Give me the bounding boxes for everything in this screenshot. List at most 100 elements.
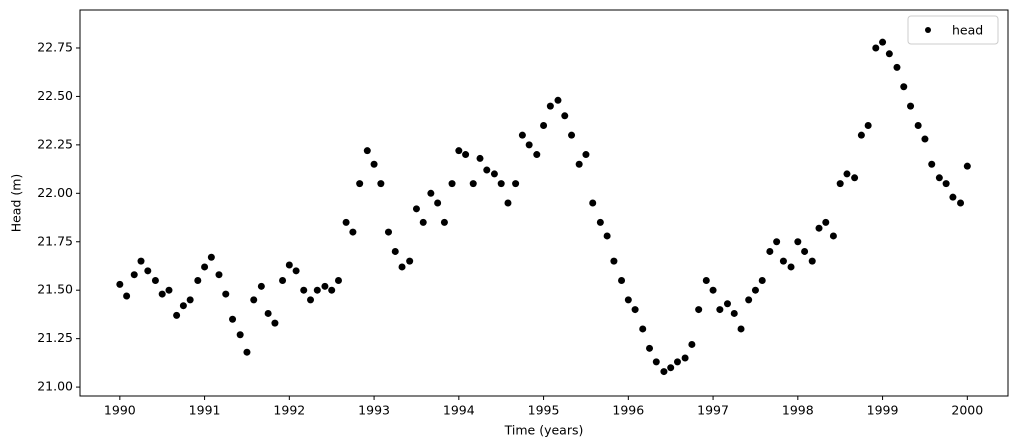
data-point [440, 218, 448, 226]
data-point [370, 160, 378, 168]
data-point [652, 358, 660, 366]
y-tick-label: 22.00 [37, 185, 73, 200]
data-point [829, 232, 837, 240]
data-point [144, 267, 152, 275]
data-point [518, 131, 526, 139]
data-point [384, 228, 392, 236]
data-point [419, 218, 427, 226]
data-point [646, 344, 654, 352]
data-point [313, 286, 321, 294]
data-point [279, 277, 287, 285]
data-point [271, 319, 279, 327]
x-tick-label: 1999 [867, 403, 899, 418]
data-point [885, 50, 893, 58]
data-point [356, 180, 364, 188]
data-point [851, 174, 859, 182]
data-point [427, 189, 435, 197]
data-point [349, 228, 357, 236]
data-point [949, 193, 957, 201]
x-tick-label: 1993 [358, 403, 390, 418]
data-point [525, 141, 533, 149]
data-point [207, 253, 215, 261]
data-point [815, 224, 823, 232]
x-tick-label: 1997 [697, 403, 729, 418]
data-point [822, 218, 830, 226]
data-point [716, 306, 724, 314]
data-point [745, 296, 753, 304]
data-point [779, 257, 787, 265]
data-point [639, 325, 647, 333]
data-point [406, 257, 414, 265]
data-point [893, 63, 901, 71]
y-tick-label: 22.25 [37, 136, 73, 151]
x-tick-label: 1994 [443, 403, 475, 418]
data-point [342, 218, 350, 226]
data-point [766, 247, 774, 255]
data-point [928, 160, 936, 168]
y-tick-label: 21.25 [37, 330, 73, 345]
data-point [462, 151, 470, 159]
legend-marker [925, 27, 931, 33]
data-point [292, 267, 300, 275]
y-tick-label: 22.75 [37, 39, 73, 54]
data-point [568, 131, 576, 139]
data-point [618, 277, 626, 285]
data-point [434, 199, 442, 207]
data-point [900, 83, 908, 91]
data-point [695, 306, 703, 314]
data-point [688, 340, 696, 348]
y-tick-label: 21.00 [37, 379, 73, 394]
data-point [808, 257, 816, 265]
x-axis-label: Time (years) [504, 423, 584, 438]
data-point [130, 271, 138, 279]
data-point [179, 302, 187, 310]
data-point [673, 358, 681, 366]
x-tick-label: 1991 [189, 403, 221, 418]
y-tick-label: 21.50 [37, 282, 73, 297]
data-point [631, 306, 639, 314]
data-point [257, 282, 265, 290]
data-point [681, 354, 689, 362]
data-point [328, 286, 336, 294]
data-point [236, 331, 244, 339]
data-point [751, 286, 759, 294]
data-point [660, 368, 668, 376]
data-point [137, 257, 145, 265]
data-point [561, 112, 569, 120]
data-point [554, 96, 562, 104]
data-point [737, 325, 745, 333]
data-point [540, 121, 548, 129]
data-point [582, 151, 590, 159]
data-point [801, 247, 809, 255]
data-point [455, 147, 463, 155]
data-point [879, 38, 887, 46]
x-tick-label: 1998 [782, 403, 814, 418]
data-point [723, 300, 731, 308]
data-point [942, 180, 950, 188]
legend-label: head [952, 23, 983, 38]
data-point [215, 271, 223, 279]
data-point [321, 282, 329, 290]
data-point [773, 238, 781, 246]
data-point [957, 199, 965, 207]
y-tick-label: 21.75 [37, 233, 73, 248]
data-point [533, 151, 541, 159]
data-point [377, 180, 385, 188]
data-point [229, 315, 237, 323]
data-point [730, 309, 738, 317]
data-point [483, 166, 491, 174]
x-tick-label: 1995 [528, 403, 560, 418]
plot-frame [79, 9, 1009, 397]
data-point [448, 180, 456, 188]
data-point [546, 102, 554, 110]
data-point [490, 170, 498, 178]
data-point [935, 174, 943, 182]
data-point [709, 286, 717, 294]
data-point [667, 364, 675, 372]
data-point [603, 232, 611, 240]
data-point [610, 257, 618, 265]
data-point [843, 170, 851, 178]
data-point [512, 180, 520, 188]
data-point [186, 296, 194, 304]
